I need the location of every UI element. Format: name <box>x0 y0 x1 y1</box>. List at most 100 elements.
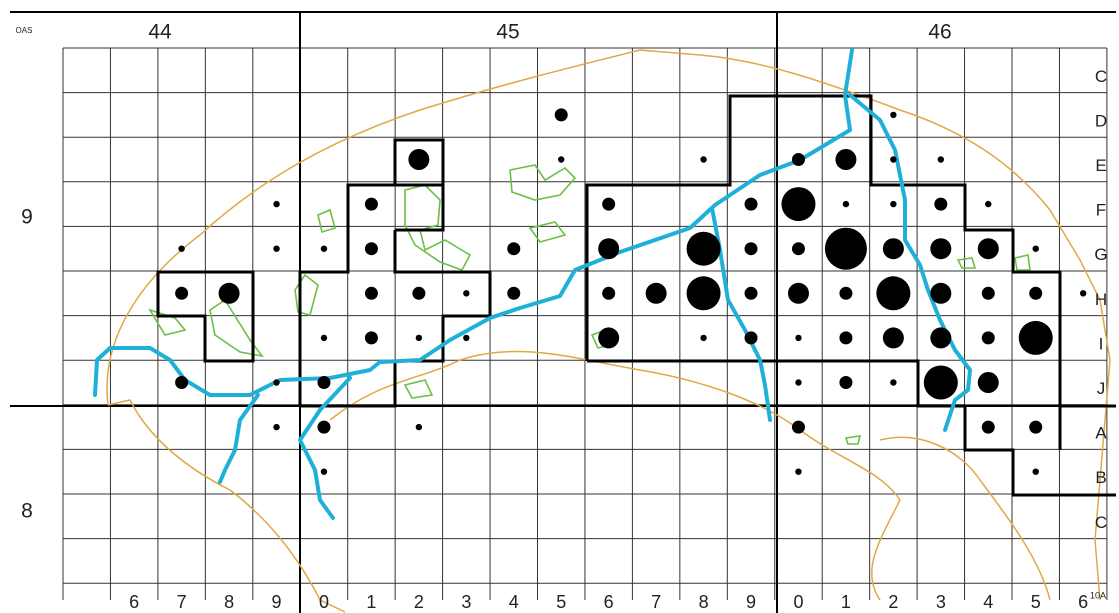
occurrence-dot <box>795 468 802 475</box>
occurrence-dot <box>558 156 565 163</box>
lake <box>403 379 434 399</box>
occurrence-dot <box>364 197 378 211</box>
column-number: 6 <box>604 592 614 612</box>
occurrence-dot <box>791 242 805 256</box>
occurrence-dot <box>839 286 853 300</box>
occurrence-dot <box>507 242 521 256</box>
occurrence-dot <box>415 423 423 431</box>
occurrence-dot <box>890 379 897 386</box>
row-letter: C <box>1095 513 1107 532</box>
occurrence-dot <box>700 334 707 342</box>
column-number: 4 <box>983 592 993 612</box>
occurrence-dot <box>795 334 802 342</box>
occurrence-dot <box>645 282 667 304</box>
sheet-label: 45 <box>496 21 519 44</box>
column-number: 3 <box>461 592 471 612</box>
occurrence-dot <box>930 282 952 304</box>
boundary-lines <box>106 49 1111 613</box>
occurrence-dot <box>839 376 853 389</box>
occurrence-dot <box>364 242 378 256</box>
occurrence-dot <box>273 379 280 386</box>
occurrence-dot <box>554 108 568 122</box>
row-letter: G <box>1094 245 1107 264</box>
lake <box>956 257 977 269</box>
occurrence-dot <box>791 153 805 166</box>
column-number: 0 <box>319 592 329 612</box>
occurrence-dot <box>882 327 904 349</box>
occurrence-dot <box>791 420 805 434</box>
row-letter: I <box>1099 334 1104 353</box>
occurrence-dot <box>744 286 758 300</box>
column-number: 7 <box>651 592 661 612</box>
column-number: 8 <box>224 592 234 612</box>
occurrence-dot <box>598 238 620 260</box>
occurrence-dot <box>408 149 430 170</box>
occurrence-dot <box>977 238 999 260</box>
occurrence-dot <box>412 286 426 300</box>
occurrence-dot <box>598 327 620 349</box>
occurrence-dot <box>273 200 280 208</box>
border-line <box>329 350 901 601</box>
rivers <box>93 48 972 520</box>
occurrence-dot <box>507 286 521 300</box>
column-number: 9 <box>746 592 756 612</box>
sheet-label: 44 <box>148 21 172 44</box>
occurrence-dot <box>781 187 816 222</box>
occurrence-dot <box>317 376 331 389</box>
occurrence-dot <box>890 156 897 163</box>
sheet-label: 46 <box>928 21 951 44</box>
border-line <box>879 436 1051 601</box>
occurrence-dot <box>178 245 185 252</box>
occurrence-dot <box>1079 290 1087 297</box>
occurrence-dot <box>218 282 240 304</box>
occurrence-dot <box>923 365 958 400</box>
lake <box>509 164 577 201</box>
occurrence-dot <box>839 331 853 345</box>
occurrence-dot <box>1029 420 1043 434</box>
row-letter: A <box>1095 424 1107 443</box>
occurrence-dot <box>882 238 904 260</box>
area-outline <box>298 138 492 408</box>
corner-label: 10A <box>1090 590 1106 600</box>
row-letter: E <box>1095 156 1106 175</box>
column-number: 2 <box>414 592 424 612</box>
column-number: 1 <box>366 592 376 612</box>
occurrence-dot <box>320 245 328 252</box>
occurrence-dot <box>320 334 328 342</box>
lakes <box>148 164 1031 445</box>
occurrence-dot <box>686 231 721 266</box>
column-number: 4 <box>509 592 519 612</box>
row-letter: H <box>1095 290 1107 309</box>
river <box>298 376 352 520</box>
occurrence-dots <box>175 108 1087 475</box>
occurrence-dot <box>1032 245 1039 252</box>
occurrence-dot <box>415 334 423 342</box>
occurrence-dot <box>364 286 378 300</box>
row-group-label: 9 <box>21 206 33 229</box>
occurrence-dot <box>981 331 995 345</box>
occurrence-dot <box>985 200 992 208</box>
occurrence-dot <box>175 286 189 300</box>
occurrence-dot <box>1029 286 1043 300</box>
occurrence-dot <box>890 200 897 208</box>
lake <box>294 273 319 316</box>
occurrence-dot <box>934 197 948 211</box>
row-group-label: 8 <box>21 500 33 523</box>
occurrence-dot <box>981 286 995 300</box>
column-number: 8 <box>699 592 709 612</box>
occurrence-dot <box>890 111 897 119</box>
occurrence-dot <box>835 149 857 170</box>
area-outline <box>156 270 255 363</box>
occurrence-dot <box>977 372 999 393</box>
occurrence-dot <box>795 379 802 386</box>
lake <box>844 435 862 445</box>
border-line <box>107 399 346 613</box>
occurrence-dot <box>686 276 721 311</box>
occurrence-dot <box>602 286 616 300</box>
row-letter: B <box>1095 468 1106 487</box>
column-number: 7 <box>177 592 187 612</box>
row-letter: J <box>1097 379 1106 398</box>
